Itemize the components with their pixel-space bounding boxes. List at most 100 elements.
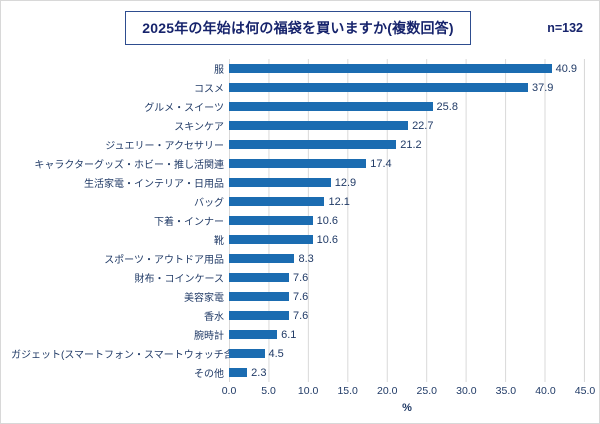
bar-row: 下着・インナー 10.6 <box>11 211 585 230</box>
bar-cell: 10.6 <box>229 211 585 230</box>
bar-cell: 22.7 <box>229 116 585 135</box>
category-label: その他 <box>194 369 224 380</box>
x-axis-tick: 40.0 <box>535 385 556 397</box>
category-label: 財布・コインケース <box>134 274 225 285</box>
bar <box>229 140 397 149</box>
category-label: ガジェット(スマートフォン・スマートウォッチ含む) <box>11 350 229 361</box>
bar <box>229 235 313 244</box>
category-label: スポーツ・アウトドア用品 <box>104 255 224 266</box>
bar-cell: 17.4 <box>229 154 585 173</box>
value-label: 37.9 <box>531 81 554 94</box>
bar-cell: 4.5 <box>229 344 585 363</box>
category-label: 香水 <box>204 312 224 323</box>
bar-chart: 服 40.9 コスメ 37.9 グルメ・スイーツ 25.8 スキンケア 22.7 ジュエリー・ア… <box>11 59 596 418</box>
bar <box>229 330 278 339</box>
value-label: 22.7 <box>412 119 434 132</box>
category-label: 生活家電・インテリア・日用品 <box>84 179 224 190</box>
bar <box>229 83 528 92</box>
value-label: 12.1 <box>328 195 350 208</box>
category-label: 服 <box>214 65 224 76</box>
x-axis-tick: 15.0 <box>337 385 358 397</box>
value-label: 25.8 <box>436 100 458 113</box>
value-label: 21.2 <box>400 138 422 151</box>
x-axis-ticks: 0.0 5.0 10.0 15.0 20.0 25.0 30.0 35.0 40.0 45.0 <box>222 382 596 400</box>
bar-cell: 25.8 <box>229 97 585 116</box>
bar-row: スキンケア 22.7 <box>11 116 585 135</box>
bar-row: ジュエリー・アクセサリー 21.2 <box>11 135 585 154</box>
x-axis-tick: 45.0 <box>574 385 596 397</box>
chart-header: 2025年の年始は何の福袋を買いますか(複数回答) n=132 <box>11 11 585 51</box>
chart-title: 2025年の年始は何の福袋を買いますか(複数回答) <box>142 20 454 36</box>
x-axis-tick: 35.0 <box>495 385 517 397</box>
bar-cell: 37.9 <box>229 78 585 97</box>
bar-row: スポーツ・アウトドア用品 8.3 <box>11 249 585 268</box>
value-label: 8.3 <box>298 252 314 265</box>
bar <box>229 368 248 377</box>
x-axis-label-row: % <box>11 400 585 418</box>
bar <box>229 216 313 225</box>
bar-row: バッグ 12.1 <box>11 192 585 211</box>
bar <box>229 349 265 358</box>
value-label: 4.5 <box>268 347 284 360</box>
x-axis-tick: 0.0 <box>221 385 237 397</box>
bar <box>229 121 409 130</box>
bar-cell: 7.6 <box>229 306 585 325</box>
bar <box>229 197 325 206</box>
x-axis-label: % <box>402 402 412 414</box>
value-label: 6.1 <box>281 328 297 341</box>
bar <box>229 102 433 111</box>
bar-row: 服 40.9 <box>11 59 585 78</box>
bar-cell: 2.3 <box>229 363 585 382</box>
bar-cell: 8.3 <box>229 249 585 268</box>
bar-row: 生活家電・インテリア・日用品 12.9 <box>11 173 585 192</box>
value-label: 40.9 <box>555 62 578 75</box>
value-label: 17.4 <box>370 157 392 170</box>
category-label: 靴 <box>214 236 224 247</box>
bar-row: グルメ・スイーツ 25.8 <box>11 97 585 116</box>
bar-row: 財布・コインケース 7.6 <box>11 268 585 287</box>
bar-cell: 12.9 <box>229 173 585 192</box>
bar-row: 靴 10.6 <box>11 230 585 249</box>
bar-row: その他 2.3 <box>11 363 585 382</box>
value-label: 7.6 <box>292 271 309 284</box>
value-label: 10.6 <box>316 233 339 246</box>
value-label: 10.6 <box>316 214 339 227</box>
bar-cell: 21.2 <box>229 135 585 154</box>
category-label: 腕時計 <box>194 331 224 342</box>
category-label: 下着・インナー <box>154 217 224 228</box>
bar-cell: 7.6 <box>229 287 585 306</box>
bar <box>229 64 552 73</box>
bar-cell: 10.6 <box>229 230 585 249</box>
x-axis-tick: 25.0 <box>416 385 437 397</box>
bar-rows: 服 40.9 コスメ 37.9 グルメ・スイーツ 25.8 スキンケア 22.7 ジュエリー・ア… <box>11 59 585 382</box>
chart-title-box: 2025年の年始は何の福袋を買いますか(複数回答) <box>125 11 471 45</box>
category-label: 美容家電 <box>184 293 224 304</box>
bar-row: ガジェット(スマートフォン・スマートウォッチ含む) 4.5 <box>11 344 585 363</box>
bar-row: コスメ 37.9 <box>11 78 585 97</box>
x-axis-tick: 30.0 <box>456 385 477 397</box>
category-label: スキンケア <box>174 122 224 133</box>
sample-size-label: n=132 <box>547 21 583 35</box>
bar-row: キャラクターグッズ・ホビー・推し活関連 17.4 <box>11 154 585 173</box>
category-label: キャラクターグッズ・ホビー・推し活関連 <box>34 160 224 171</box>
bar <box>229 254 295 263</box>
bar-cell: 6.1 <box>229 325 585 344</box>
x-axis-tick: 5.0 <box>261 385 276 397</box>
x-axis-tick: 20.0 <box>377 385 398 397</box>
category-label: コスメ <box>194 84 224 95</box>
bar <box>229 159 367 168</box>
category-label: グルメ・スイーツ <box>144 103 224 114</box>
bar <box>229 311 289 320</box>
x-axis: 0.0 5.0 10.0 15.0 20.0 25.0 30.0 35.0 40.0 45.0 <box>11 382 596 400</box>
axis-spacer <box>11 382 229 400</box>
bar <box>229 273 289 282</box>
x-axis-tick: 10.0 <box>297 385 319 397</box>
value-label: 7.6 <box>292 309 309 322</box>
value-label: 7.6 <box>292 290 309 303</box>
category-label: バッグ <box>194 198 224 209</box>
category-label: ジュエリー・アクセサリー <box>105 141 224 152</box>
value-label: 2.3 <box>251 366 267 379</box>
bar-row: 美容家電 7.6 <box>11 287 585 306</box>
bar-row: 香水 7.6 <box>11 306 585 325</box>
